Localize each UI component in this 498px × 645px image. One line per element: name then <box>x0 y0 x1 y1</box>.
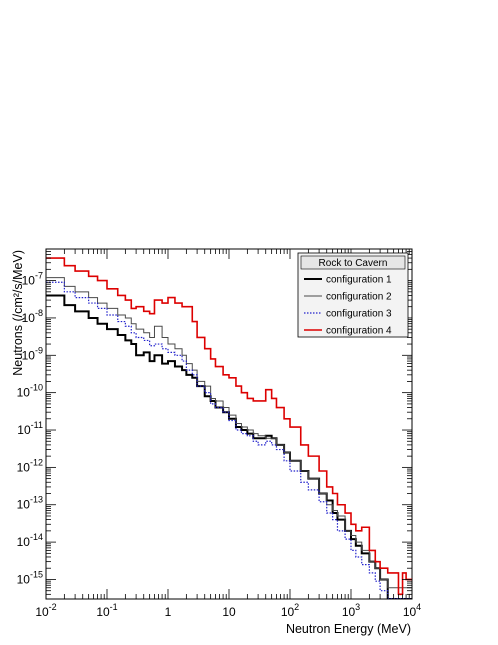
legend-entries: configuration 1 configuration 2 configurat… <box>304 275 392 337</box>
legend-label-1: configuration 1 <box>326 275 392 286</box>
y-tick-label: 10-15 <box>17 569 43 586</box>
x-tick-label: 10 <box>222 605 236 619</box>
x-tick-label: 102 <box>281 602 299 619</box>
y-axis-ticks: 10-15 10-14 10-13 10-12 10-11 10-10 10-9 10-8 10… <box>17 251 412 595</box>
x-axis-label: Neutron Energy (MeV) <box>286 622 411 636</box>
legend-title: Rock to Cavern <box>319 258 388 269</box>
x-tick-label: 103 <box>342 602 360 619</box>
series-layer <box>46 257 412 599</box>
y-tick-label: 10-7 <box>22 271 43 288</box>
legend: Rock to Cavern configuration 1configurat… <box>297 252 409 338</box>
x-tick-label: 10-2 <box>35 602 56 619</box>
y-tick-label: 10-8 <box>22 308 43 325</box>
legend-label-2: configuration 2 <box>326 292 392 303</box>
series-line-3 <box>46 281 412 599</box>
y-tick-label: 10-12 <box>17 457 43 474</box>
x-tick-label: 1 <box>165 605 172 619</box>
y-axis-label: Neutrons (/cm²/s/MeV) <box>11 250 25 376</box>
y-tick-label: 10-10 <box>17 383 43 400</box>
x-tick-label: 104 <box>403 602 421 619</box>
legend-label-4: configuration 4 <box>326 326 392 337</box>
y-tick-label: 10-14 <box>17 532 43 549</box>
y-tick-label: 10-11 <box>17 420 43 437</box>
x-tick-label: 10-1 <box>96 602 117 619</box>
legend-label-3: configuration 3 <box>326 309 392 320</box>
legend-title-box <box>300 255 406 270</box>
y-tick-label: 10-13 <box>17 495 43 512</box>
y-tick-label: 10-9 <box>22 345 43 362</box>
series-line-4 <box>46 257 412 596</box>
